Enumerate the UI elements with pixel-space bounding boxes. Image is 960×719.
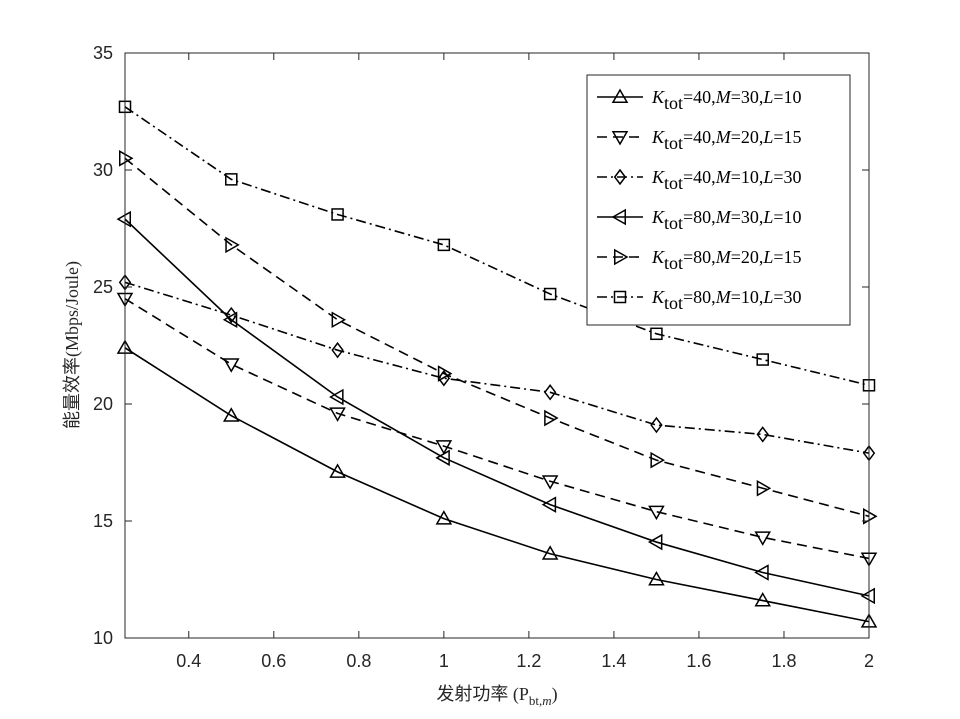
legend-label: Ktot=40,M=30,L=10 (651, 87, 802, 113)
legend-item: Ktot=80,M=30,L=10 (597, 207, 802, 233)
data-point-marker (756, 353, 769, 366)
data-point-marker (648, 505, 665, 521)
y-tick-label: 35 (93, 43, 113, 63)
x-tick-label: 1.6 (686, 651, 711, 671)
data-point-marker (647, 533, 663, 551)
data-point-marker (650, 451, 665, 469)
data-point-marker (754, 564, 769, 581)
data-point-marker (329, 407, 346, 422)
legend-marker (611, 208, 626, 226)
legend-label: Ktot=40,M=10,L=30 (651, 167, 802, 193)
data-point-marker (650, 327, 663, 341)
legend-marker (614, 248, 629, 266)
legend: Ktot=40,M=30,L=10 Ktot=40,M=20,L=15 Ktot=4… (586, 74, 851, 326)
x-tick-label: 2 (864, 651, 874, 671)
data-point-marker (437, 238, 451, 252)
data-point-marker (541, 496, 557, 513)
data-point-marker (225, 236, 240, 254)
data-point-marker (222, 407, 240, 422)
data-point-marker (437, 365, 453, 382)
legend-marker (611, 88, 629, 103)
y-tick-label: 10 (93, 628, 113, 648)
legend-item: Ktot=40,M=30,L=10 (597, 87, 802, 113)
data-point-marker (331, 341, 344, 359)
series-lines (116, 100, 878, 628)
legend-item: Ktot=40,M=20,L=15 (597, 127, 802, 153)
x-tick-label: 0.6 (261, 651, 286, 671)
series-line (124, 347, 870, 623)
series-line (124, 298, 870, 560)
series-line (124, 281, 870, 454)
data-point-marker (650, 416, 663, 434)
y-tick-label: 25 (93, 277, 113, 297)
y-tick-label: 15 (93, 511, 113, 531)
x-axis-label: 发射功率 (Pbt,m) (436, 684, 557, 708)
data-point-marker (329, 463, 346, 478)
series-line (124, 157, 870, 518)
data-point-marker (544, 409, 559, 427)
data-point-marker (329, 388, 344, 406)
data-point-marker (648, 570, 665, 586)
legend-label: Ktot=80,M=20,L=15 (651, 247, 802, 273)
legend-marker (613, 168, 627, 186)
x-tick-label: 1.8 (771, 651, 796, 671)
data-point-marker (754, 592, 772, 607)
x-tick-label: 0.8 (346, 651, 371, 671)
legend-box (586, 74, 851, 326)
data-point-marker (225, 306, 238, 324)
data-point-marker (860, 587, 875, 605)
series-3 (118, 274, 876, 462)
series-line (124, 106, 870, 387)
y-axis-label: 能量效率(Mbps/Joule) (62, 261, 83, 429)
data-point-marker (435, 510, 453, 525)
x-tick-label: 1.2 (516, 651, 541, 671)
legend-marker (611, 131, 629, 146)
data-point-marker (543, 384, 557, 401)
y-tick-label: 30 (93, 160, 113, 180)
data-point-marker (541, 475, 559, 490)
series-5 (119, 150, 878, 525)
x-tick-label: 0.4 (176, 651, 201, 671)
series-6 (118, 100, 876, 392)
legend-label: Ktot=80,M=10,L=30 (651, 287, 802, 313)
axes-box (124, 52, 870, 639)
data-point-marker (756, 426, 769, 443)
series-line (124, 218, 870, 597)
data-point-marker (863, 508, 878, 525)
data-point-marker (754, 531, 772, 546)
legend-marker (613, 290, 627, 304)
x-tick-label: 1 (439, 651, 449, 671)
y-tick-label: 20 (93, 394, 113, 414)
legend-label: Ktot=40,M=20,L=15 (651, 127, 802, 153)
data-point-marker (541, 545, 559, 560)
x-tick-label: 1.4 (601, 651, 626, 671)
legend-item: Ktot=40,M=10,L=30 (597, 167, 802, 193)
data-point-marker (435, 440, 453, 455)
data-point-marker (331, 208, 344, 221)
data-point-marker (119, 150, 134, 167)
legend-item: Ktot=80,M=10,L=30 (597, 287, 802, 313)
axes: 0.4 0.6 0.8 1 1.2 1.4 1.6 1.8 2 10 15 20 25 30 35 (93, 43, 874, 671)
data-point-marker (331, 311, 347, 329)
data-point-marker (543, 287, 557, 301)
legend-label: Ktot=80,M=30,L=10 (651, 207, 802, 233)
data-point-marker (756, 479, 772, 497)
x-axis-label-subscript: bt,m (529, 693, 552, 708)
series-4 (116, 210, 875, 605)
legend-item: Ktot=80,M=20,L=15 (597, 247, 802, 273)
data-point-marker (435, 449, 450, 467)
data-point-marker (116, 210, 131, 228)
data-point-marker (222, 358, 240, 373)
data-point-marker (222, 311, 238, 329)
data-point-marker (225, 173, 238, 186)
